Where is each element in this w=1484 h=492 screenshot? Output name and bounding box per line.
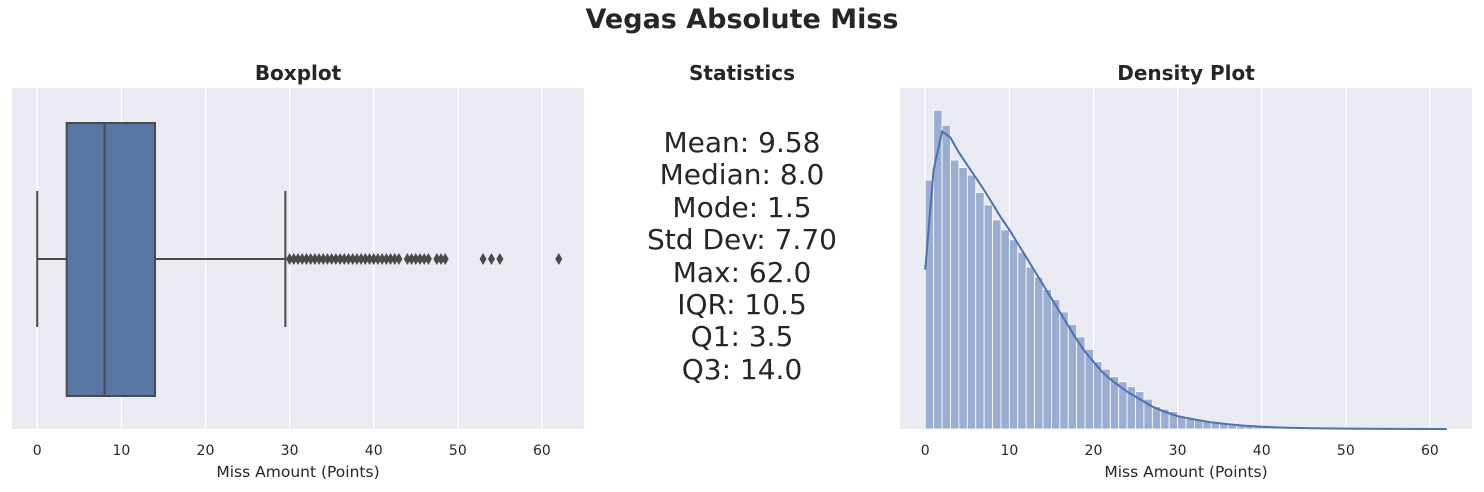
boxplot-outlier <box>378 253 386 265</box>
density-x-tick-label: 40 <box>1253 443 1271 459</box>
boxplot-outlier <box>307 253 315 265</box>
boxplot-outlier <box>361 253 369 265</box>
density-kde-line <box>924 129 1447 430</box>
density-bar <box>975 192 985 430</box>
density-bar <box>1059 311 1069 430</box>
density-bar <box>992 219 1002 430</box>
density-bar <box>966 174 977 430</box>
stat-max: Max: 62.0 <box>672 255 812 289</box>
boxplot-outlier <box>319 253 327 265</box>
statistics-title: Statistics <box>689 61 795 85</box>
density-x-tick-label: 20 <box>1085 443 1103 459</box>
boxplot-outlier <box>286 253 294 265</box>
boxplot-outlier <box>412 253 420 265</box>
density-bar <box>941 124 951 430</box>
density-x-tick-label: 60 <box>1421 443 1439 459</box>
boxplot-x-tick-label: 20 <box>197 443 215 459</box>
boxplot-outlier <box>294 253 302 265</box>
boxplot-outlier <box>340 253 348 265</box>
boxplot-x-axis-label: Miss Amount (Points) <box>216 463 379 481</box>
density-bar <box>1042 289 1052 430</box>
boxplot-outlier <box>290 253 298 265</box>
boxplot-outlier <box>387 253 395 265</box>
boxplot-outlier <box>555 253 563 265</box>
figure-title: Vegas Absolute Miss <box>585 4 899 35</box>
stat-iqr: IQR: 10.5 <box>677 288 807 322</box>
boxplot-outlier <box>298 253 306 265</box>
stat-mean: Mean: 9.58 <box>663 126 821 159</box>
stat-q3: Q3: 14.0 <box>681 352 803 386</box>
boxplot-box <box>65 122 156 397</box>
density-bar <box>950 159 960 430</box>
density-bar <box>933 109 943 430</box>
boxplot-outlier <box>302 253 310 265</box>
boxplot-title: Boxplot <box>254 61 342 85</box>
stat-std-dev: Std Dev: 7.70 <box>647 223 837 257</box>
boxplot-outlier <box>408 253 416 265</box>
boxplot-outlier <box>395 253 403 265</box>
boxplot-outlier <box>437 253 445 265</box>
boxplot-outlier <box>374 253 382 265</box>
boxplot-outlier <box>328 253 336 265</box>
boxplot-outlier <box>323 253 331 265</box>
density-bar <box>983 204 993 430</box>
density-bar <box>958 167 968 430</box>
density-bar <box>1034 276 1044 430</box>
boxplot-outlier <box>370 253 378 265</box>
density-bar <box>1025 266 1035 430</box>
density-x-tick-label: 0 <box>921 443 930 459</box>
statistics-text: Mean: 9.58 Median: 8.0 Mode: 1.5 Std Dev… <box>600 126 884 386</box>
boxplot-outlier <box>315 253 323 265</box>
boxplot-x-tick-label: 50 <box>449 443 467 459</box>
boxplot-x-tick-label: 10 <box>112 443 130 459</box>
boxplot-outlier <box>424 253 432 265</box>
boxplot-outlier <box>311 253 319 265</box>
density-bar <box>1185 418 1195 430</box>
boxplot-outlier <box>487 253 495 265</box>
density-bar <box>1051 299 1061 430</box>
boxplot-outlier <box>479 253 487 265</box>
boxplot-outlier <box>403 253 411 265</box>
boxplot-x-tick-label: 60 <box>533 443 551 459</box>
density-x-tick-label: 30 <box>1169 443 1187 459</box>
density-bar <box>1017 251 1027 430</box>
boxplot-x-tick-label: 40 <box>365 443 383 459</box>
density-bar <box>1067 324 1078 430</box>
density-x-tick-label: 10 <box>1000 443 1018 459</box>
boxplot-x-tick-label: 30 <box>281 443 299 459</box>
stat-q1: Q1: 3.5 <box>690 320 794 354</box>
boxplot-outlier <box>366 253 373 265</box>
density-x-tick-label: 50 <box>1337 443 1355 459</box>
boxplot-outlier <box>349 253 357 265</box>
boxplot-outlier <box>344 253 352 265</box>
boxplot-outlier <box>433 253 441 265</box>
density-bar <box>1000 229 1010 430</box>
boxplot-outlier <box>382 253 390 265</box>
boxplot-outlier <box>336 253 344 265</box>
boxplot-outlier <box>441 253 449 265</box>
boxplot-x-tick-label: 0 <box>33 443 42 459</box>
boxplot-outlier <box>357 253 365 265</box>
boxplot-outlier <box>353 253 361 265</box>
boxplot-outlier <box>332 253 340 265</box>
density-bar <box>1008 239 1019 430</box>
boxplot-outlier <box>416 253 424 265</box>
density-x-axis-label: Miss Amount (Points) <box>1104 463 1267 481</box>
boxplot-outlier <box>496 253 504 265</box>
boxplot-outlier <box>420 253 428 265</box>
stat-median: Median: 8.0 <box>659 158 825 192</box>
boxplot-outlier <box>391 253 399 265</box>
stat-mode: Mode: 1.5 <box>672 190 812 224</box>
density-bar <box>1093 361 1103 430</box>
density-title: Density Plot <box>1117 61 1255 85</box>
